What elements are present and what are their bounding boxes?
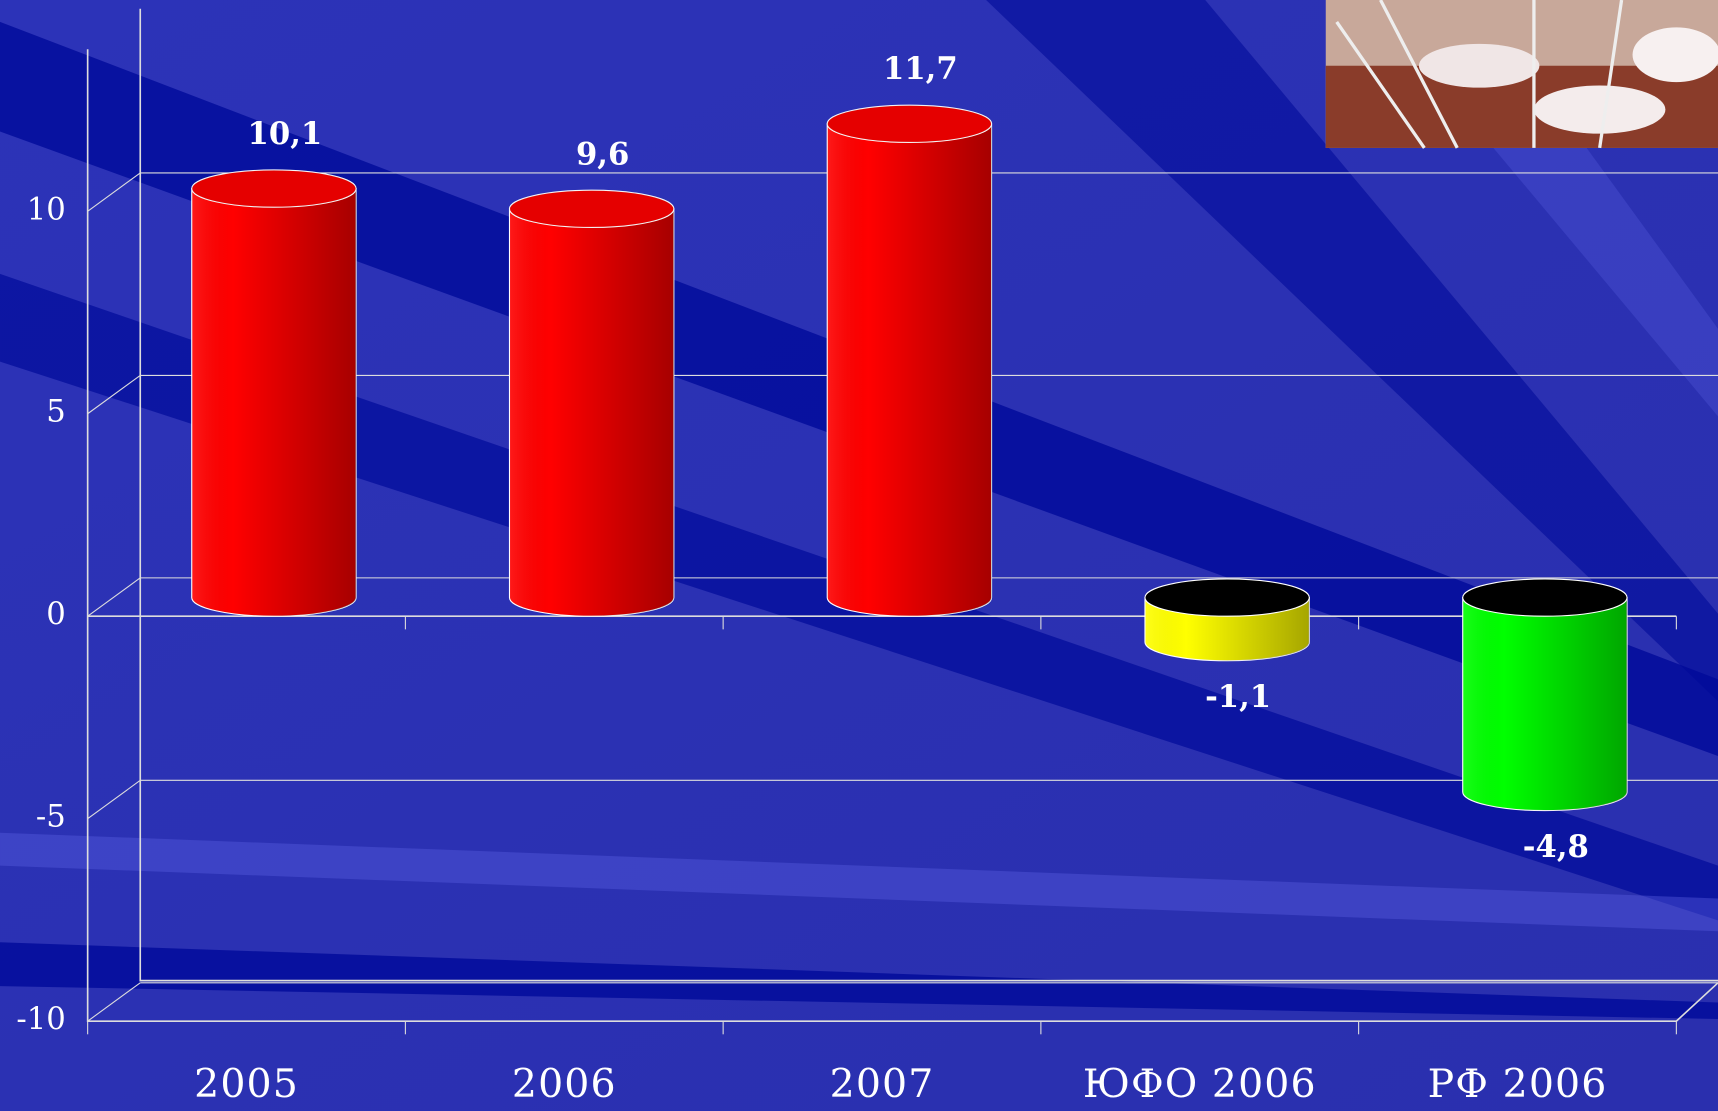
value-label: -1,1: [1205, 679, 1271, 715]
value-label: -4,8: [1523, 829, 1589, 865]
plot: -10 -5 0 5 10 2005 10,1 2006 9,6 2007 11,7 ЮФО 2006…: [16, 51, 1718, 1107]
bar-top: [826, 104, 993, 143]
bar-top: [191, 169, 357, 208]
value-label: 10,1: [248, 116, 323, 152]
x-tick-label: 2007: [830, 1061, 935, 1107]
y-tick-label: -10: [16, 1002, 65, 1037]
bar-shade: [1462, 597, 1628, 811]
bar-top: [1462, 578, 1628, 617]
y-tick-label: 5: [46, 395, 66, 430]
x-tick-label: РФ 2006: [1428, 1061, 1608, 1107]
grid-line: [87, 172, 141, 212]
bar-top-shade: [827, 105, 992, 143]
bar: [508, 189, 675, 617]
grid-line: [87, 374, 141, 415]
bar-top: [1144, 578, 1310, 617]
photo: [1325, 0, 1718, 149]
bar: [826, 104, 993, 617]
bar-top-shade: [509, 190, 674, 228]
bar-top: [508, 189, 675, 229]
grid-line: [87, 577, 141, 617]
bar: [1462, 578, 1628, 812]
x-tick-label: 2006: [512, 1061, 617, 1107]
bar-top-shade: [191, 169, 357, 208]
value-label: 9,6: [576, 136, 629, 172]
bar-shade: [191, 188, 357, 617]
value-label: 11,7: [883, 51, 958, 87]
y-tick-label: 10: [27, 192, 66, 227]
x-tick-label: 2005: [194, 1061, 299, 1107]
grid-line: [87, 779, 141, 820]
grid-line: [87, 982, 141, 1022]
bar-shade: [509, 208, 674, 617]
y-tick-label: 0: [46, 597, 66, 632]
x-tick-label: ЮФО 2006: [1083, 1061, 1317, 1107]
bar: [191, 169, 357, 617]
bar-shade: [827, 123, 992, 617]
bar: [1144, 578, 1310, 662]
y-tick-label: -5: [36, 800, 66, 835]
axes: [86, 8, 1718, 1022]
